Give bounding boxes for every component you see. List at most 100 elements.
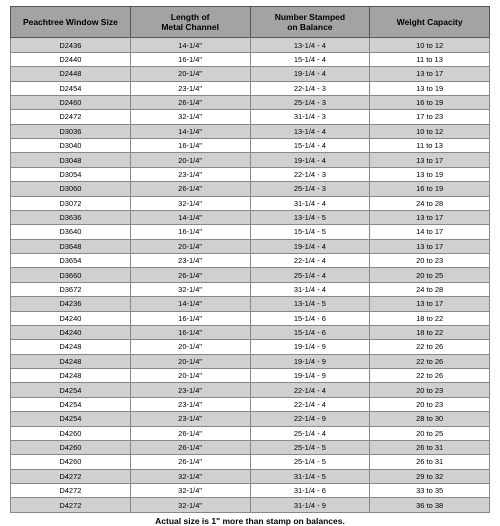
- cell: 23-1/4": [130, 397, 250, 411]
- table-row: D304016-1/4"15-1/4 - 411 to 13: [11, 139, 490, 153]
- table-row: D367232-1/4"31-1/4 - 424 to 28: [11, 282, 490, 296]
- cell: 22-1/4 - 3: [250, 81, 370, 95]
- cell: 14-1/4": [130, 38, 250, 52]
- cell: D4260: [11, 440, 131, 454]
- cell: D3072: [11, 196, 131, 210]
- cell: 29 to 32: [370, 469, 490, 483]
- cell: 26-1/4": [130, 268, 250, 282]
- table-row: D424820-1/4"19-1/4 - 922 to 26: [11, 354, 490, 368]
- cell: 20 to 23: [370, 383, 490, 397]
- cell: D4260: [11, 455, 131, 469]
- table-row: D365423-1/4"22-1/4 - 420 to 23: [11, 254, 490, 268]
- cell: 26-1/4": [130, 182, 250, 196]
- cell: 19-1/4 - 4: [250, 239, 370, 253]
- cell: 25-1/4 - 5: [250, 455, 370, 469]
- table-row: D304820-1/4"19-1/4 - 413 to 17: [11, 153, 490, 167]
- cell: D3060: [11, 182, 131, 196]
- cell: 32-1/4": [130, 282, 250, 296]
- cell: 13 to 17: [370, 239, 490, 253]
- cell: 19-1/4 - 9: [250, 340, 370, 354]
- cell: 13-1/4 - 5: [250, 297, 370, 311]
- table-row: D425423-1/4"22-1/4 - 420 to 23: [11, 383, 490, 397]
- cell: D3036: [11, 124, 131, 138]
- cell: 20-1/4": [130, 153, 250, 167]
- cell: 32-1/4": [130, 469, 250, 483]
- cell: 10 to 12: [370, 38, 490, 52]
- cell: 22 to 26: [370, 340, 490, 354]
- table-row: D363614-1/4"13-1/4 - 513 to 17: [11, 210, 490, 224]
- table-row: D305423-1/4"22-1/4 - 313 to 19: [11, 167, 490, 181]
- cell: 23-1/4": [130, 167, 250, 181]
- cell: 19-1/4 - 9: [250, 354, 370, 368]
- cell: 16 to 19: [370, 182, 490, 196]
- cell: 15-1/4 - 4: [250, 52, 370, 66]
- cell: 16 to 19: [370, 95, 490, 109]
- cell: D4254: [11, 412, 131, 426]
- cell: 13-1/4 - 4: [250, 124, 370, 138]
- cell: 25-1/4 - 4: [250, 426, 370, 440]
- cell: D2460: [11, 95, 131, 109]
- cell: D4272: [11, 498, 131, 512]
- cell: 22-1/4 - 3: [250, 167, 370, 181]
- cell: 14 to 17: [370, 225, 490, 239]
- cell: 16-1/4": [130, 325, 250, 339]
- cell: 32-1/4": [130, 110, 250, 124]
- cell: 31-1/4 - 6: [250, 484, 370, 498]
- table-row: D426026-1/4"25-1/4 - 526 to 31: [11, 455, 490, 469]
- table-row: D247232-1/4"31-1/4 - 317 to 23: [11, 110, 490, 124]
- cell: 13 to 17: [370, 153, 490, 167]
- cell: 14-1/4": [130, 124, 250, 138]
- cell: 23-1/4": [130, 254, 250, 268]
- cell: 16-1/4": [130, 311, 250, 325]
- cell: 22-1/4 - 9: [250, 412, 370, 426]
- cell: 11 to 13: [370, 139, 490, 153]
- cell: 31-1/4 - 4: [250, 196, 370, 210]
- cell: 25-1/4 - 3: [250, 182, 370, 196]
- cell: 10 to 12: [370, 124, 490, 138]
- cell: 33 to 35: [370, 484, 490, 498]
- table-row: D245423-1/4"22-1/4 - 313 to 19: [11, 81, 490, 95]
- cell: D4248: [11, 340, 131, 354]
- cell: 19-1/4 - 4: [250, 67, 370, 81]
- cell: D3648: [11, 239, 131, 253]
- cell: 20-1/4": [130, 354, 250, 368]
- cell: 22-1/4 - 4: [250, 383, 370, 397]
- cell: 26-1/4": [130, 95, 250, 109]
- cell: 18 to 22: [370, 325, 490, 339]
- cell: 26-1/4": [130, 426, 250, 440]
- cell: 20 to 23: [370, 397, 490, 411]
- cell: 18 to 22: [370, 311, 490, 325]
- cell: 20 to 25: [370, 268, 490, 282]
- cell: D2436: [11, 38, 131, 52]
- cell: D4260: [11, 426, 131, 440]
- cell: 14-1/4": [130, 210, 250, 224]
- cell: 32-1/4": [130, 484, 250, 498]
- table-row: D426026-1/4"25-1/4 - 526 to 31: [11, 440, 490, 454]
- cell: 26 to 31: [370, 440, 490, 454]
- cell: D3048: [11, 153, 131, 167]
- cell: 31-1/4 - 4: [250, 282, 370, 296]
- table-row: D424016-1/4"15-1/4 - 618 to 22: [11, 325, 490, 339]
- cell: 13-1/4 - 5: [250, 210, 370, 224]
- cell: 15-1/4 - 5: [250, 225, 370, 239]
- cell: D2454: [11, 81, 131, 95]
- cell: 16-1/4": [130, 139, 250, 153]
- table-row: D424820-1/4"19-1/4 - 922 to 26: [11, 340, 490, 354]
- cell: D4240: [11, 325, 131, 339]
- cell: 31-1/4 - 3: [250, 110, 370, 124]
- cell: 20-1/4": [130, 67, 250, 81]
- cell: 16-1/4": [130, 52, 250, 66]
- cell: D3636: [11, 210, 131, 224]
- table-row: D424820-1/4"19-1/4 - 922 to 26: [11, 369, 490, 383]
- cell: 36 to 38: [370, 498, 490, 512]
- cell: D4236: [11, 297, 131, 311]
- cell: 13 to 17: [370, 297, 490, 311]
- col-stamp: Number Stampedon Balance: [250, 7, 370, 38]
- cell: 26-1/4": [130, 455, 250, 469]
- cell: D2448: [11, 67, 131, 81]
- col-size: Peachtree Window Size: [11, 7, 131, 38]
- table-row: D307232-1/4"31-1/4 - 424 to 28: [11, 196, 490, 210]
- cell: D4254: [11, 383, 131, 397]
- cell: 11 to 13: [370, 52, 490, 66]
- table-row: D364016-1/4"15-1/4 - 514 to 17: [11, 225, 490, 239]
